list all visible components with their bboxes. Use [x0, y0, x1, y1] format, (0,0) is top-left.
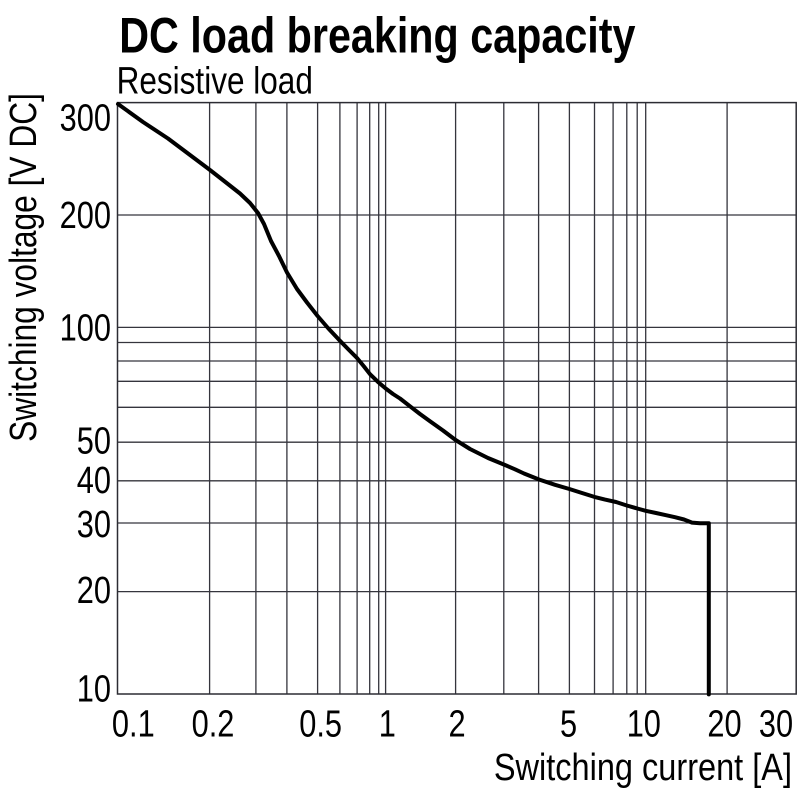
- svg-text:30: 30: [759, 703, 793, 745]
- svg-text:Switching current [A]: Switching current [A]: [494, 747, 792, 789]
- svg-text:10: 10: [77, 669, 111, 711]
- svg-text:2: 2: [449, 703, 466, 745]
- svg-text:0.5: 0.5: [299, 703, 342, 745]
- svg-text:0.1: 0.1: [112, 703, 155, 745]
- svg-text:Switching voltage [V DC]: Switching voltage [V DC]: [3, 93, 45, 442]
- svg-text:1: 1: [379, 703, 396, 745]
- svg-text:10: 10: [627, 703, 661, 745]
- svg-text:200: 200: [60, 195, 111, 237]
- svg-text:DC load breaking capacity: DC load breaking capacity: [119, 7, 636, 64]
- svg-text:100: 100: [60, 307, 111, 349]
- svg-text:20: 20: [707, 703, 741, 745]
- svg-text:300: 300: [60, 97, 111, 139]
- svg-text:40: 40: [77, 460, 111, 502]
- svg-text:Resistive load: Resistive load: [117, 60, 313, 102]
- svg-text:20: 20: [77, 570, 111, 612]
- svg-text:0.2: 0.2: [192, 703, 235, 745]
- svg-text:50: 50: [77, 420, 111, 462]
- svg-text:30: 30: [77, 504, 111, 546]
- svg-text:5: 5: [560, 703, 577, 745]
